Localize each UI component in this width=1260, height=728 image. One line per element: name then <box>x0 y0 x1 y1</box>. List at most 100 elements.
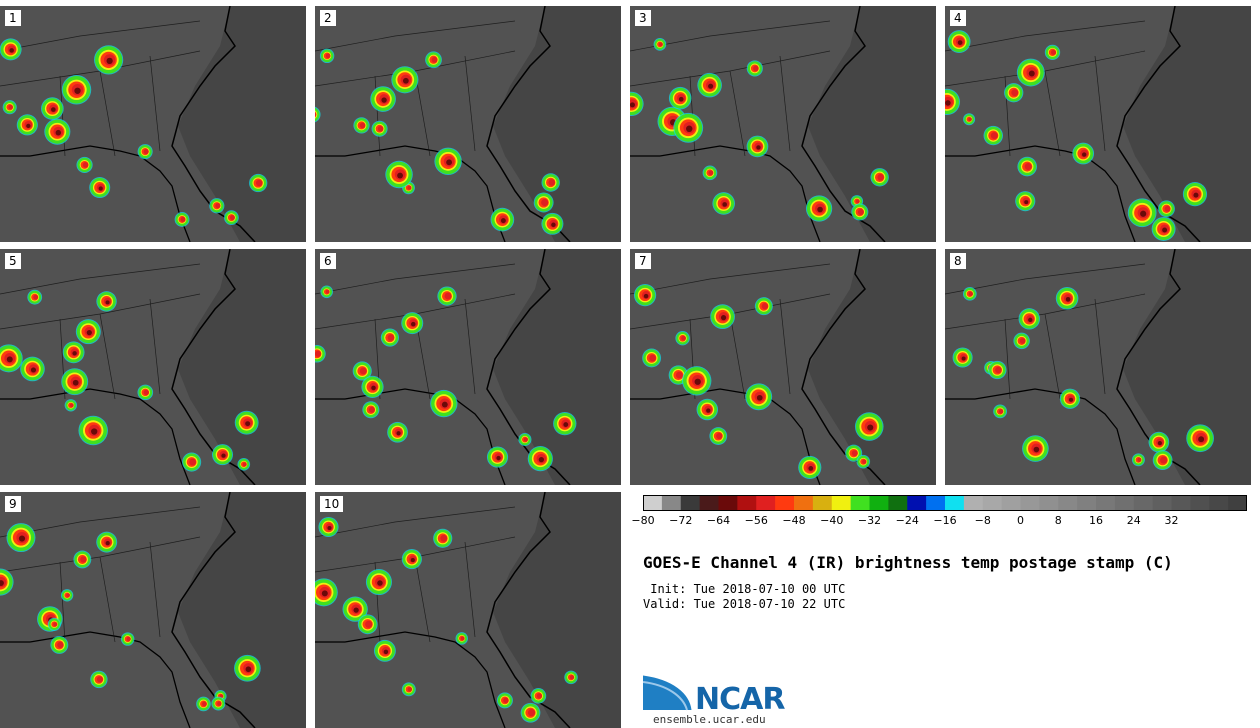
colorbar-tick-label: −8 <box>974 514 991 527</box>
gulf-coastline <box>0 388 191 485</box>
colorbar-outline <box>643 495 1247 511</box>
forecast-panel-4: 4 <box>945 6 1251 242</box>
coastline <box>801 6 886 242</box>
forecast-panel-6: 6 <box>315 249 621 485</box>
map-4 <box>945 6 1251 242</box>
colorbar-tick-label: −72 <box>669 514 693 527</box>
colorbar <box>643 495 1247 511</box>
colorbar-bin <box>1077 495 1097 511</box>
forecast-panel-1: 1 <box>0 6 306 242</box>
colorbar-bin <box>1114 495 1135 511</box>
colorbar-bin <box>643 495 663 511</box>
coastline <box>171 6 256 242</box>
colorbar-bin <box>1209 495 1229 511</box>
land-area <box>0 6 240 242</box>
convection-cells <box>0 289 259 472</box>
convection-cells <box>0 523 261 712</box>
colorbar-bin <box>699 495 719 511</box>
colorbar-ticks: −80 −72 −64 −56 −48 −40 −32 −24 −16 −8 0 8 16 24 32 <box>631 514 1247 530</box>
map-5 <box>0 249 306 485</box>
map-3 <box>630 6 936 242</box>
colorbar-bin <box>794 495 814 511</box>
panel-number: 8 <box>950 253 966 269</box>
colorbar-bin <box>661 495 682 511</box>
colorbar-tick-label: 16 <box>1089 514 1103 527</box>
convection-cells <box>0 38 268 227</box>
map-8 <box>945 249 1251 485</box>
state-borders <box>945 20 1146 157</box>
panel-number: 7 <box>635 253 651 269</box>
colorbar-bin <box>1039 495 1059 511</box>
colorbar-tick-label: 0 <box>1017 514 1024 527</box>
colorbar-bin <box>963 495 984 511</box>
colorbar-bin <box>1096 495 1116 511</box>
panel-number: 5 <box>5 253 21 269</box>
colorbar-bin <box>1058 495 1078 511</box>
colorbar-bin <box>888 495 908 511</box>
land-area <box>945 249 1185 485</box>
colorbar-tick-label: 8 <box>1054 514 1062 527</box>
panel-number: 10 <box>320 496 344 512</box>
colorbar-tick-label: −80 <box>631 514 655 527</box>
colorbar-bin <box>718 495 738 511</box>
convection-cells <box>315 48 564 235</box>
map-10 <box>315 492 621 728</box>
forecast-panel-5: 5 <box>0 249 306 485</box>
state-borders <box>0 263 201 400</box>
colorbar-bin <box>831 495 852 511</box>
colorbar-tick-label: 24 <box>1126 514 1141 527</box>
colorbar-bin <box>1228 495 1247 511</box>
land-area <box>0 249 240 485</box>
figure-title: GOES-E Channel 4 (IR) brightness temp po… <box>643 553 1173 572</box>
gulf-coastline <box>0 145 191 242</box>
state-borders <box>0 506 201 643</box>
land-area <box>315 492 555 728</box>
panel-number: 4 <box>950 10 966 26</box>
colorbar-bin <box>907 495 927 511</box>
colorbar-tick-label: −16 <box>933 514 957 527</box>
ncar-logo-icon <box>643 672 695 711</box>
colorbar-bin <box>737 495 757 511</box>
forecast-panel-10: 10 <box>315 492 621 728</box>
init-time: Init: Tue 2018-07-10 00 UTC <box>643 582 846 596</box>
colorbar-bin <box>926 495 946 511</box>
convection-cells <box>633 284 884 479</box>
colorbar-bin <box>1171 495 1191 511</box>
colorbar-bin <box>982 495 1003 511</box>
map-9 <box>0 492 306 728</box>
map-1 <box>0 6 306 242</box>
coastline <box>486 6 571 242</box>
colorbar-bin <box>869 495 889 511</box>
land-area <box>315 249 555 485</box>
colorbar-bin <box>945 495 965 511</box>
colorbar-tick-label: −64 <box>706 514 731 527</box>
gulf-coastline <box>315 631 506 728</box>
colorbar-bin <box>756 495 776 511</box>
panel-number: 2 <box>320 10 336 26</box>
forecast-panel-8: 8 <box>945 249 1251 485</box>
colorbar-tick-label: −48 <box>782 514 806 527</box>
colorbar-bin <box>850 495 870 511</box>
forecast-panel-2: 2 <box>315 6 621 242</box>
land-area <box>945 6 1185 242</box>
panel-number: 9 <box>5 496 21 512</box>
logo-url: ensemble.ucar.edu <box>653 713 766 726</box>
land-area <box>0 492 240 728</box>
colorbar-tick-label: −32 <box>857 514 882 527</box>
panel-number: 3 <box>635 10 651 26</box>
panel-number: 1 <box>5 10 21 26</box>
map-7 <box>630 249 936 485</box>
forecast-panel-9: 9 <box>0 492 306 728</box>
valid-time: Valid: Tue 2018-07-10 22 UTC <box>643 597 846 611</box>
convection-cells <box>315 516 578 723</box>
colorbar-bin <box>775 495 795 511</box>
forecast-panel-7: 7 <box>630 249 936 485</box>
convection-cells <box>630 38 889 222</box>
colorbar-bin <box>1152 495 1172 511</box>
panel-number: 6 <box>320 253 336 269</box>
colorbar-tick-label: 32 <box>1164 514 1179 527</box>
map-6 <box>315 249 621 485</box>
convection-cells <box>315 285 577 472</box>
colorbar-bin <box>1020 495 1040 511</box>
colorbar-bin <box>680 495 701 511</box>
